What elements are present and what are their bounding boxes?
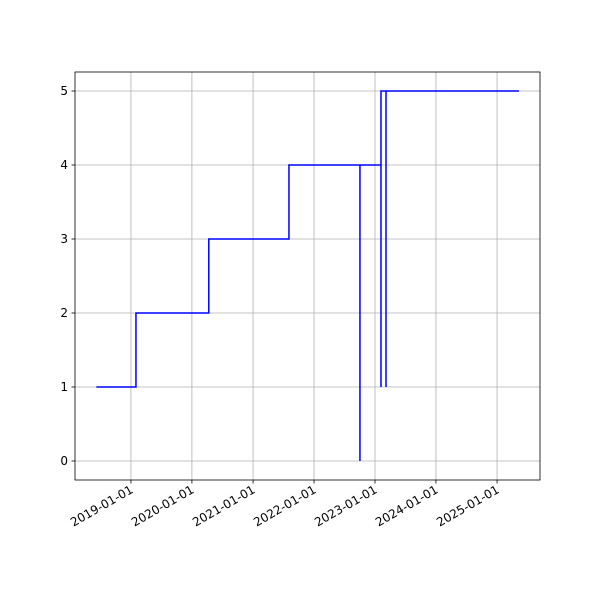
- x-tick-label: 2025-01-01: [434, 482, 501, 529]
- y-tick-label: 2: [60, 306, 68, 320]
- x-tick-label: 2021-01-01: [190, 482, 257, 529]
- x-tick-label: 2023-01-01: [312, 482, 379, 529]
- y-tick-label: 1: [60, 380, 68, 394]
- y-tick-label: 4: [60, 158, 68, 172]
- plot-frame: [74, 71, 541, 481]
- data-line: [96, 90, 519, 461]
- y-tick-label: 3: [60, 232, 68, 246]
- y-tick-label: 5: [60, 84, 68, 98]
- x-tick-label: 2024-01-01: [373, 482, 440, 529]
- x-tick-label: 2022-01-01: [251, 482, 318, 529]
- y-tick-label: 0: [60, 454, 68, 468]
- x-tick-label: 2020-01-01: [129, 482, 196, 529]
- x-tick-label: 2019-01-01: [68, 482, 135, 529]
